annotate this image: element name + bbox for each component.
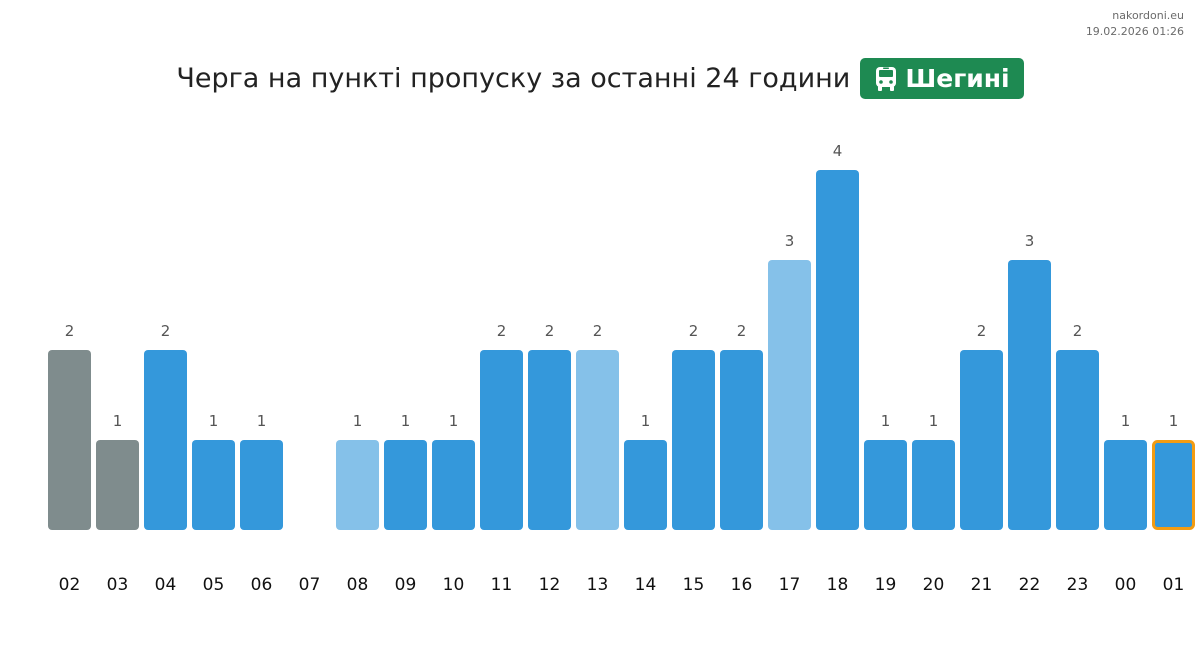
x-tick-04: 04 [155, 575, 177, 595]
bar-05 [192, 440, 235, 530]
bus-icon [874, 66, 898, 92]
value-label-15: 2 [689, 322, 699, 340]
x-tick-13: 13 [587, 575, 609, 595]
bar-04 [144, 350, 187, 530]
value-label-04: 2 [161, 322, 171, 340]
timestamp: 19.02.2026 01:26 [1085, 25, 1184, 38]
x-tick-06: 06 [251, 575, 273, 595]
value-label-22: 3 [1025, 232, 1035, 250]
x-tick-22: 22 [1019, 575, 1041, 595]
x-tick-21: 21 [971, 575, 993, 595]
bar-16 [720, 350, 763, 530]
bar-11 [480, 350, 523, 530]
value-label-21: 2 [977, 322, 987, 340]
checkpoint-badge: Шегині [860, 58, 1024, 99]
bar-19 [864, 440, 907, 530]
x-tick-00: 00 [1115, 575, 1137, 595]
value-label-12: 2 [545, 322, 555, 340]
x-tick-23: 23 [1067, 575, 1089, 595]
value-label-18: 4 [833, 142, 843, 160]
value-label-00: 1 [1121, 412, 1131, 430]
bar-15 [672, 350, 715, 530]
x-tick-14: 14 [635, 575, 657, 595]
x-tick-12: 12 [539, 575, 561, 595]
bar-09 [384, 440, 427, 530]
value-label-09: 1 [401, 412, 411, 430]
value-label-03: 1 [113, 412, 123, 430]
bar-03 [96, 440, 139, 530]
bar-02 [48, 350, 91, 530]
bar-00 [1104, 440, 1147, 530]
bar-08 [336, 440, 379, 530]
x-tick-19: 19 [875, 575, 897, 595]
checkpoint-name: Шегині [905, 64, 1010, 93]
title-row: Черга на пункті пропуску за останні 24 г… [0, 58, 1200, 99]
x-tick-16: 16 [731, 575, 753, 595]
value-label-17: 3 [785, 232, 795, 250]
site-name: nakordoni.eu [1112, 9, 1184, 22]
value-label-14: 1 [641, 412, 651, 430]
bar-14 [624, 440, 667, 530]
value-label-20: 1 [929, 412, 939, 430]
bar-12 [528, 350, 571, 530]
x-tick-18: 18 [827, 575, 849, 595]
x-tick-07: 07 [299, 575, 321, 595]
bar-01 [1152, 440, 1195, 530]
bar-22 [1008, 260, 1051, 530]
x-tick-15: 15 [683, 575, 705, 595]
bar-20 [912, 440, 955, 530]
bar-23 [1056, 350, 1099, 530]
value-label-19: 1 [881, 412, 891, 430]
x-tick-10: 10 [443, 575, 465, 595]
x-tick-09: 09 [395, 575, 417, 595]
bar-10 [432, 440, 475, 530]
value-label-02: 2 [65, 322, 75, 340]
x-tick-11: 11 [491, 575, 513, 595]
x-tick-02: 02 [59, 575, 81, 595]
bar-17 [768, 260, 811, 530]
value-label-01: 1 [1169, 412, 1179, 430]
value-label-23: 2 [1073, 322, 1083, 340]
x-tick-03: 03 [107, 575, 129, 595]
value-label-05: 1 [209, 412, 219, 430]
bar-18 [816, 170, 859, 530]
x-tick-05: 05 [203, 575, 225, 595]
x-tick-20: 20 [923, 575, 945, 595]
bar-06 [240, 440, 283, 530]
value-label-10: 1 [449, 412, 459, 430]
chart-title: Черга на пункті пропуску за останні 24 г… [176, 63, 851, 94]
value-label-11: 2 [497, 322, 507, 340]
value-label-16: 2 [737, 322, 747, 340]
value-label-08: 1 [353, 412, 363, 430]
site-meta: nakordoni.eu 19.02.2026 01:26 [1086, 8, 1184, 40]
x-tick-17: 17 [779, 575, 801, 595]
bar-21 [960, 350, 1003, 530]
value-label-13: 2 [593, 322, 603, 340]
x-tick-01: 01 [1163, 575, 1185, 595]
value-label-06: 1 [257, 412, 267, 430]
bar-13 [576, 350, 619, 530]
x-tick-08: 08 [347, 575, 369, 595]
